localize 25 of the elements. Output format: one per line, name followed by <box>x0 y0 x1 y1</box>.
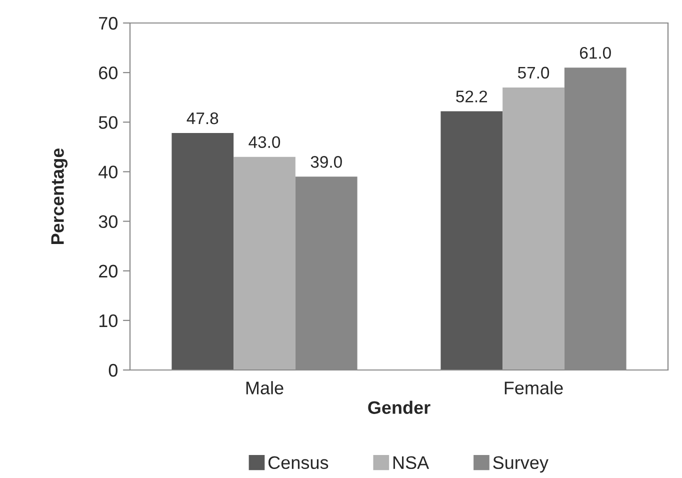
y-tick-label: 40 <box>98 166 118 178</box>
y-tick-label: 60 <box>99 66 118 80</box>
y-tick-label: 0 <box>108 364 118 377</box>
x-axis-title: Gender <box>368 400 430 414</box>
x-tick-label: Male <box>246 381 284 394</box>
x-tick-label: Female <box>504 381 563 394</box>
data-label: 57.0 <box>518 66 550 79</box>
y-axis-title: Percentage <box>51 148 68 244</box>
legend-label: Census <box>268 456 328 470</box>
legend-label: Survey <box>493 456 548 473</box>
bar <box>172 133 234 370</box>
y-tick-label: 10 <box>99 314 118 328</box>
data-label: 52.2 <box>456 90 488 102</box>
bar <box>502 87 564 370</box>
bar <box>440 111 503 370</box>
y-tick-label: 20 <box>99 264 118 278</box>
y-tick-label: 70 <box>99 16 118 30</box>
data-label: 47.8 <box>186 112 218 124</box>
data-label: 43.0 <box>248 136 280 148</box>
y-tick-label: 50 <box>98 116 118 129</box>
data-label: 39.0 <box>310 156 342 168</box>
legend-label: NSA <box>393 456 430 470</box>
bar <box>234 156 296 370</box>
y-tick-label: 30 <box>98 215 118 228</box>
data-label: 61.0 <box>580 46 611 59</box>
